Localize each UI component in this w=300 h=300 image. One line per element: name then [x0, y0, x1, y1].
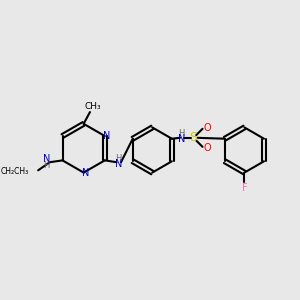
Text: CH₃: CH₃	[84, 102, 101, 111]
Text: CH₂CH₃: CH₂CH₃	[1, 167, 29, 176]
Text: N: N	[115, 159, 122, 169]
Text: O: O	[203, 123, 211, 133]
Text: H: H	[116, 154, 122, 163]
Text: H: H	[178, 129, 184, 138]
Text: N: N	[103, 131, 111, 141]
Text: O: O	[203, 143, 211, 153]
Text: F: F	[242, 183, 247, 193]
Text: N: N	[82, 168, 90, 178]
Text: N: N	[43, 154, 50, 164]
Text: S: S	[190, 131, 197, 144]
Text: N: N	[178, 134, 185, 144]
Text: H: H	[43, 161, 50, 170]
